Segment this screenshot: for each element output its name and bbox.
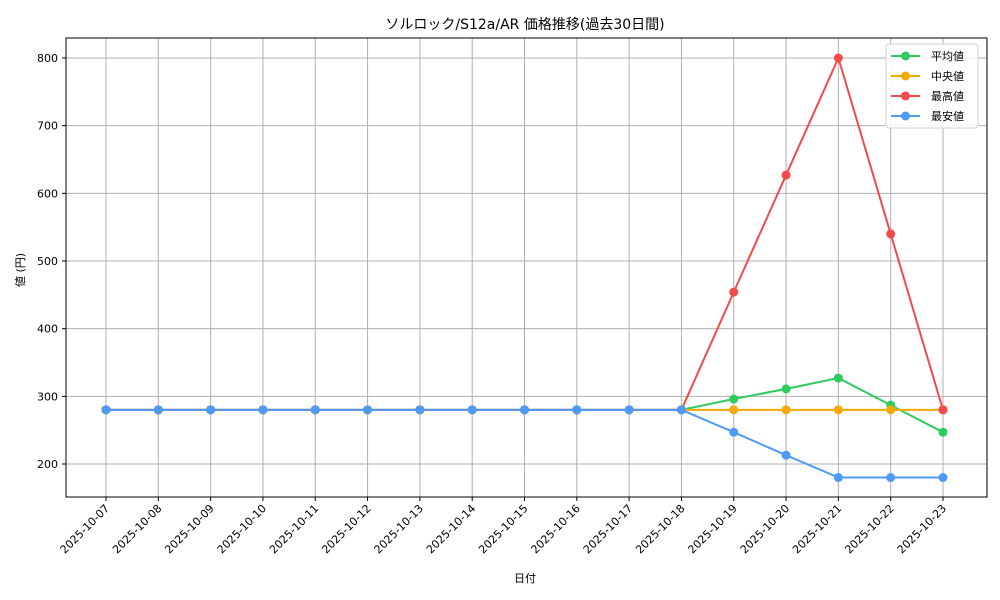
data-point [415,405,425,415]
x-tick-label: 2025-10-19 [685,502,739,556]
data-point [833,373,843,383]
legend-marker-icon [901,51,910,61]
data-point [886,405,896,415]
data-point [833,473,843,483]
data-point [833,405,843,415]
legend-item: 平均値 [891,50,964,63]
series-lines [101,53,948,483]
data-point [886,473,896,483]
x-tick-label: 2025-10-16 [529,502,583,556]
y-tick-label: 500 [37,255,58,268]
data-point [781,170,791,180]
data-point [833,53,843,63]
x-tick-label: 2025-10-21 [790,502,844,556]
legend-label: 中央値 [931,70,964,83]
y-tick-label: 800 [37,52,58,65]
x-axis-ticks: 2025-10-072025-10-082025-10-092025-10-10… [58,497,949,556]
legend-marker-icon [901,111,910,121]
legend-marker-icon [901,91,910,101]
data-point [467,405,477,415]
data-point [729,287,739,297]
x-tick-label: 2025-10-12 [319,502,373,556]
data-point [206,405,216,415]
x-tick-label: 2025-10-20 [738,502,792,556]
legend-item: 最高値 [891,89,964,103]
x-tick-label: 2025-10-13 [372,502,426,556]
x-tick-label: 2025-10-08 [110,502,164,556]
legend-label: 平均値 [931,50,964,63]
data-point [101,405,111,415]
data-point [729,394,739,404]
data-point [258,405,268,415]
data-point [781,405,791,415]
x-tick-label: 2025-10-23 [895,502,949,556]
legend-box [885,43,979,129]
data-point [729,427,739,437]
x-axis-label: 日付 [514,572,536,585]
y-tick-label: 600 [37,187,58,200]
data-point [310,405,320,415]
chart-title: ソルロック/S12a/AR 価格推移(過去30日間) [385,17,664,33]
data-point [886,229,896,239]
data-point [520,405,529,415]
series-最安値 [101,405,948,483]
legend-marker-icon [901,71,910,81]
legend-item: 最安値 [891,109,964,123]
x-tick-label: 2025-10-07 [58,502,112,556]
y-tick-label: 400 [37,323,58,336]
x-tick-label: 2025-10-14 [424,502,478,556]
x-tick-label: 2025-10-17 [581,502,635,556]
x-tick-label: 2025-10-15 [476,502,530,556]
x-tick-label: 2025-10-22 [842,502,896,556]
data-point [781,384,791,394]
y-axis-label: 値 (円) [14,253,27,287]
data-point [729,405,739,415]
data-point [572,405,582,415]
x-tick-label: 2025-10-10 [215,502,269,556]
legend-label: 最安値 [931,109,964,123]
y-tick-label: 700 [37,120,58,133]
x-tick-label: 2025-10-09 [162,502,216,556]
data-point [938,427,948,437]
grid-lines [66,38,987,497]
legend-label: 最高値 [931,89,964,103]
data-point [624,405,634,415]
legend-item: 中央値 [891,70,964,83]
y-axis-ticks: 200 300 400 500 600 700 800 [37,52,66,471]
y-tick-label: 200 [37,458,58,471]
data-point [938,405,948,415]
data-point [781,450,791,460]
plot-frame [65,37,988,498]
x-tick-label: 2025-10-11 [267,502,321,556]
data-point [676,405,686,415]
x-tick-label: 2025-10-18 [633,502,687,556]
data-point [363,405,373,415]
y-tick-label: 300 [37,390,58,403]
data-point [153,405,163,415]
data-point [938,473,948,483]
